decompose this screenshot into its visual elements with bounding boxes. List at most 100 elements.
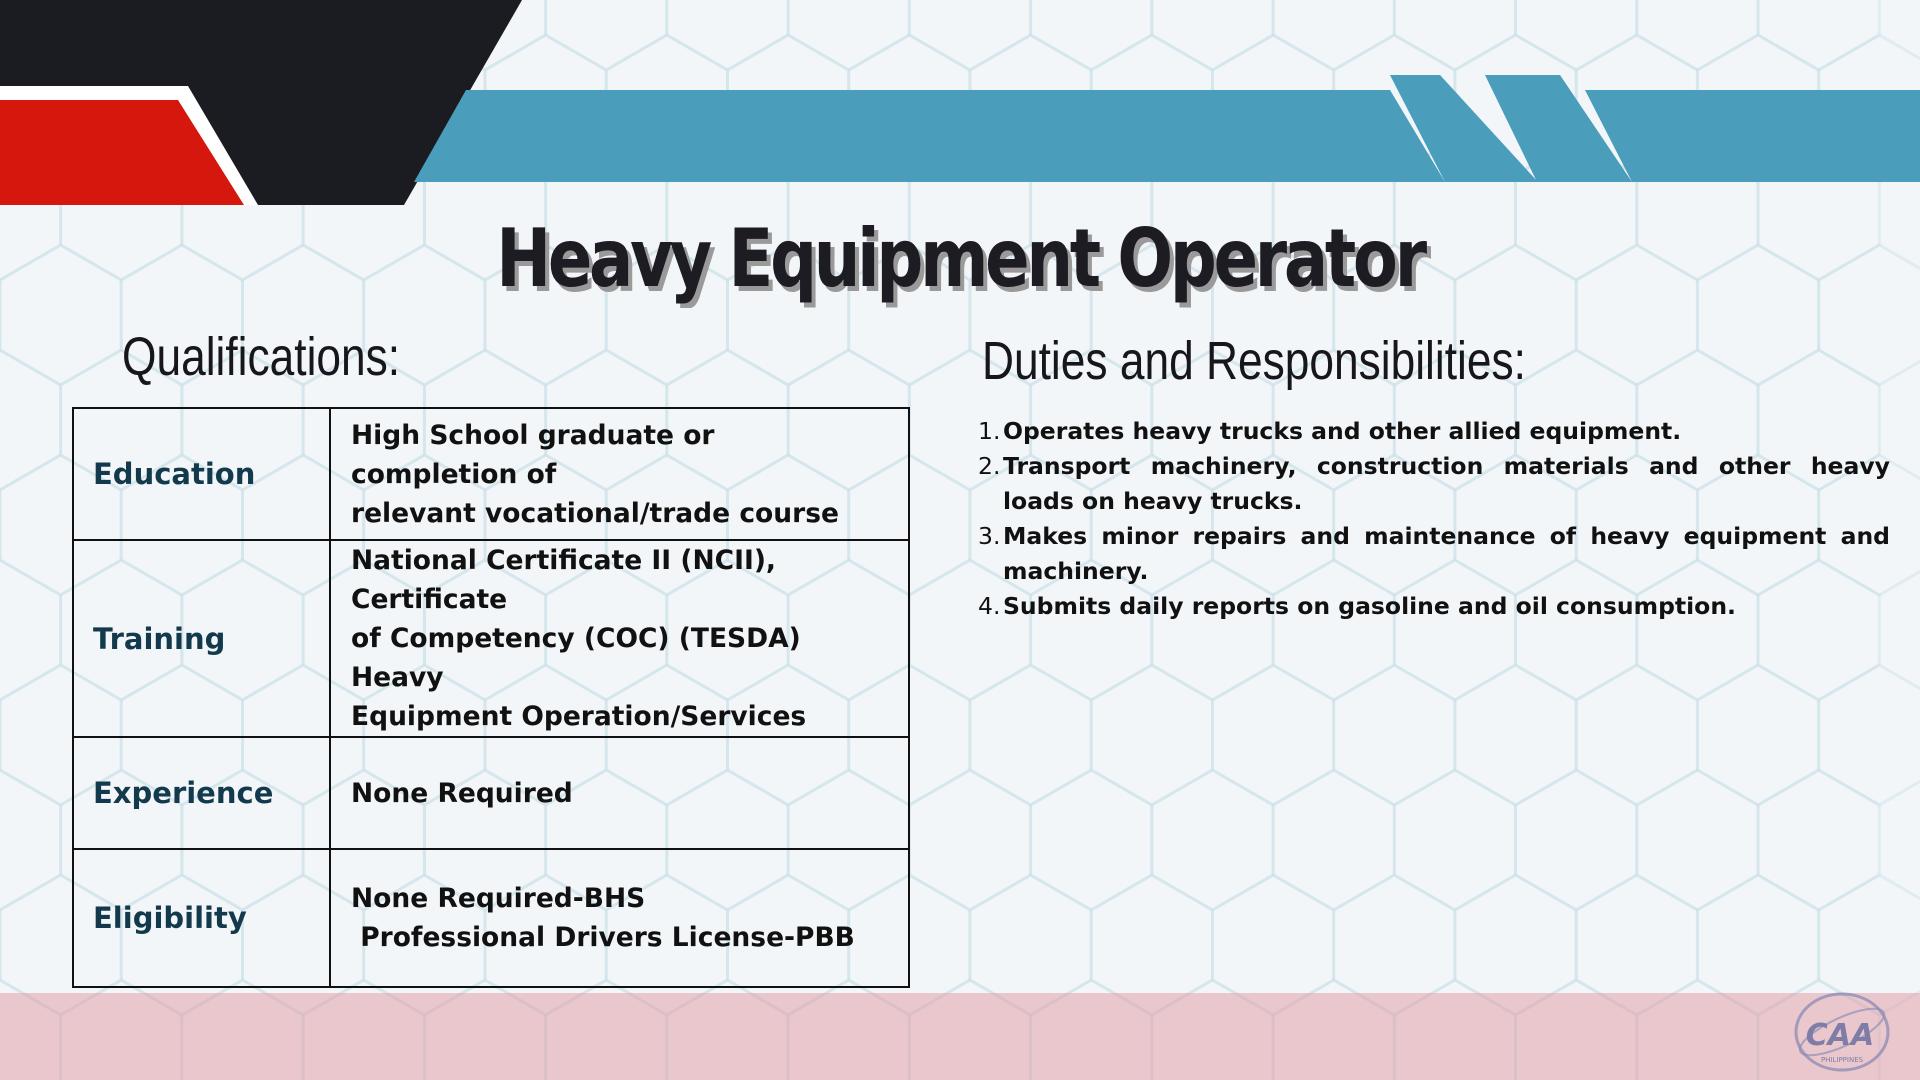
hexagon-shape (1695, 453, 1821, 597)
list-item: 1. Operates heavy trucks and other allie… (978, 414, 1890, 449)
hexagon-shape (1453, 243, 1578, 387)
hexagon-shape (1635, 558, 1760, 702)
duties-list: 1. Operates heavy trucks and other allie… (978, 414, 1890, 624)
hexagon-shape (907, 978, 1033, 1080)
hexagon-shape (1695, 663, 1821, 807)
hexagon-shape (362, 243, 487, 387)
value-line: None Required (351, 777, 573, 809)
item-text: Makes minor repairs and maintenance of h… (1003, 522, 1890, 585)
hexagon-shape (604, 243, 729, 387)
hexagon-shape (1392, 768, 1517, 912)
hexagon-shape (1574, 243, 1699, 387)
hexagon-shape (1756, 558, 1881, 702)
hexagon-shape (907, 0, 1033, 72)
row-value-eligibility: None Required-BHS Professional Drivers L… (329, 848, 910, 988)
hexagon-shape (1756, 0, 1881, 72)
hexagon-shape (241, 243, 366, 387)
row-label-experience: Experience (72, 736, 331, 850)
table-row: Training National Certificate II (NCII),… (72, 539, 910, 738)
hexagon-shape (1574, 873, 1699, 1017)
value-line: None Required-BHS (351, 883, 646, 914)
header-decoration (0, 0, 1920, 205)
hexagon-shape (1150, 768, 1275, 912)
logo-text: CAA (1806, 1018, 1874, 1053)
qualifications-heading: Qualifications: (122, 327, 401, 387)
hexagon-shape (1817, 873, 1920, 1017)
hexagon-shape (1514, 768, 1639, 912)
caa-logo: CAA PHILIPPINES (1794, 992, 1890, 1072)
table-row: Eligibility None Required-BHS Profession… (72, 848, 910, 988)
list-item: 2. Transport machinery, construction mat… (978, 449, 1890, 519)
logo-globe (1794, 992, 1890, 1072)
hexagon-shape (0, 243, 123, 387)
header-blue-bar (414, 90, 1445, 182)
item-text: Transport machinery, construction materi… (1003, 452, 1890, 515)
row-label-training: Training (72, 539, 331, 738)
hexagon-shape (1695, 243, 1821, 387)
hexagon-shape (1635, 768, 1760, 912)
hexagon-shape (1392, 0, 1517, 72)
hexagon-shape (1392, 978, 1517, 1080)
header-red-block (0, 100, 244, 205)
item-number: 1. (978, 417, 1001, 445)
hexagon-shape (1210, 873, 1336, 1017)
hexagon-shape (544, 0, 669, 72)
hexagon-shape (968, 873, 1093, 1017)
hexagon-shape (1332, 873, 1457, 1017)
hexagon-shape (907, 768, 1033, 912)
list-item: 4. Submits daily reports on gasoline and… (978, 589, 1890, 624)
hexagon-shape (1332, 243, 1457, 387)
hexagon-shape (786, 0, 911, 72)
value-line: Professional Drivers License-PBB (351, 922, 855, 953)
hexagon-shape (726, 243, 851, 387)
table-row: Education High School graduate or comple… (72, 407, 910, 541)
footer-band (0, 993, 1920, 1080)
hexagon-shape (1695, 873, 1821, 1017)
hexagon-shape (1453, 873, 1578, 1017)
hexagon-shape (1756, 768, 1881, 912)
hexagon-shape (0, 138, 63, 282)
hexagon-shape (1271, 558, 1396, 702)
hexagon-shape (1029, 978, 1154, 1080)
hexagon-shape (483, 243, 608, 387)
hexagon-shape (1756, 978, 1881, 1080)
row-value-training: National Certificate II (NCII), Certific… (329, 539, 910, 738)
qualifications-table: Education High School graduate or comple… (72, 407, 910, 988)
hexagon-shape (1150, 978, 1275, 1080)
hexagon-shape (1514, 978, 1639, 1080)
hexagon-shape (1817, 663, 1920, 807)
hexagon-shape (1392, 558, 1517, 702)
hexagon-shape (1332, 453, 1457, 597)
row-label-eligibility: Eligibility (72, 848, 331, 988)
value-line: Equipment Operation/Services (351, 701, 807, 732)
hexagon-shape (1271, 768, 1396, 912)
hexagon-shape (968, 243, 1093, 387)
item-number: 3. (978, 522, 1001, 550)
hexagon-shape (1514, 558, 1639, 702)
list-item: 3. Makes minor repairs and maintenance o… (978, 519, 1890, 589)
header-blue-bar-right (1585, 90, 1920, 182)
hexagon-shape (1635, 0, 1760, 72)
hexagon-shape (968, 453, 1093, 597)
hexagon-shape (1332, 663, 1457, 807)
hexagon-shape (1271, 348, 1396, 492)
row-value-education: High School graduate or completion of re… (329, 407, 910, 541)
hexagon-shape (1089, 243, 1214, 387)
header-blue-slash-1 (1390, 75, 1538, 182)
value-line: relevant vocational/trade course (351, 497, 839, 529)
hexagon-shape (907, 558, 1033, 702)
hexagon-shape (1150, 558, 1275, 702)
item-text: Operates heavy trucks and other allied e… (1003, 417, 1682, 445)
logo-orbit (1798, 1007, 1886, 1057)
hexagon-shape (907, 348, 1033, 492)
hexagon-shape (665, 0, 790, 72)
logo-subtext: PHILIPPINES (1821, 1056, 1864, 1064)
hexagon-shape (1271, 978, 1396, 1080)
page-title: Heavy Equipment Operator (496, 212, 1427, 305)
hexagon-shape (0, 558, 63, 702)
hexagon-shape (1150, 0, 1275, 72)
row-label-education: Education (72, 407, 331, 541)
hexagon-shape (0, 768, 63, 912)
hexagon-shape (1089, 663, 1214, 807)
hexagon-shape (1029, 348, 1154, 492)
